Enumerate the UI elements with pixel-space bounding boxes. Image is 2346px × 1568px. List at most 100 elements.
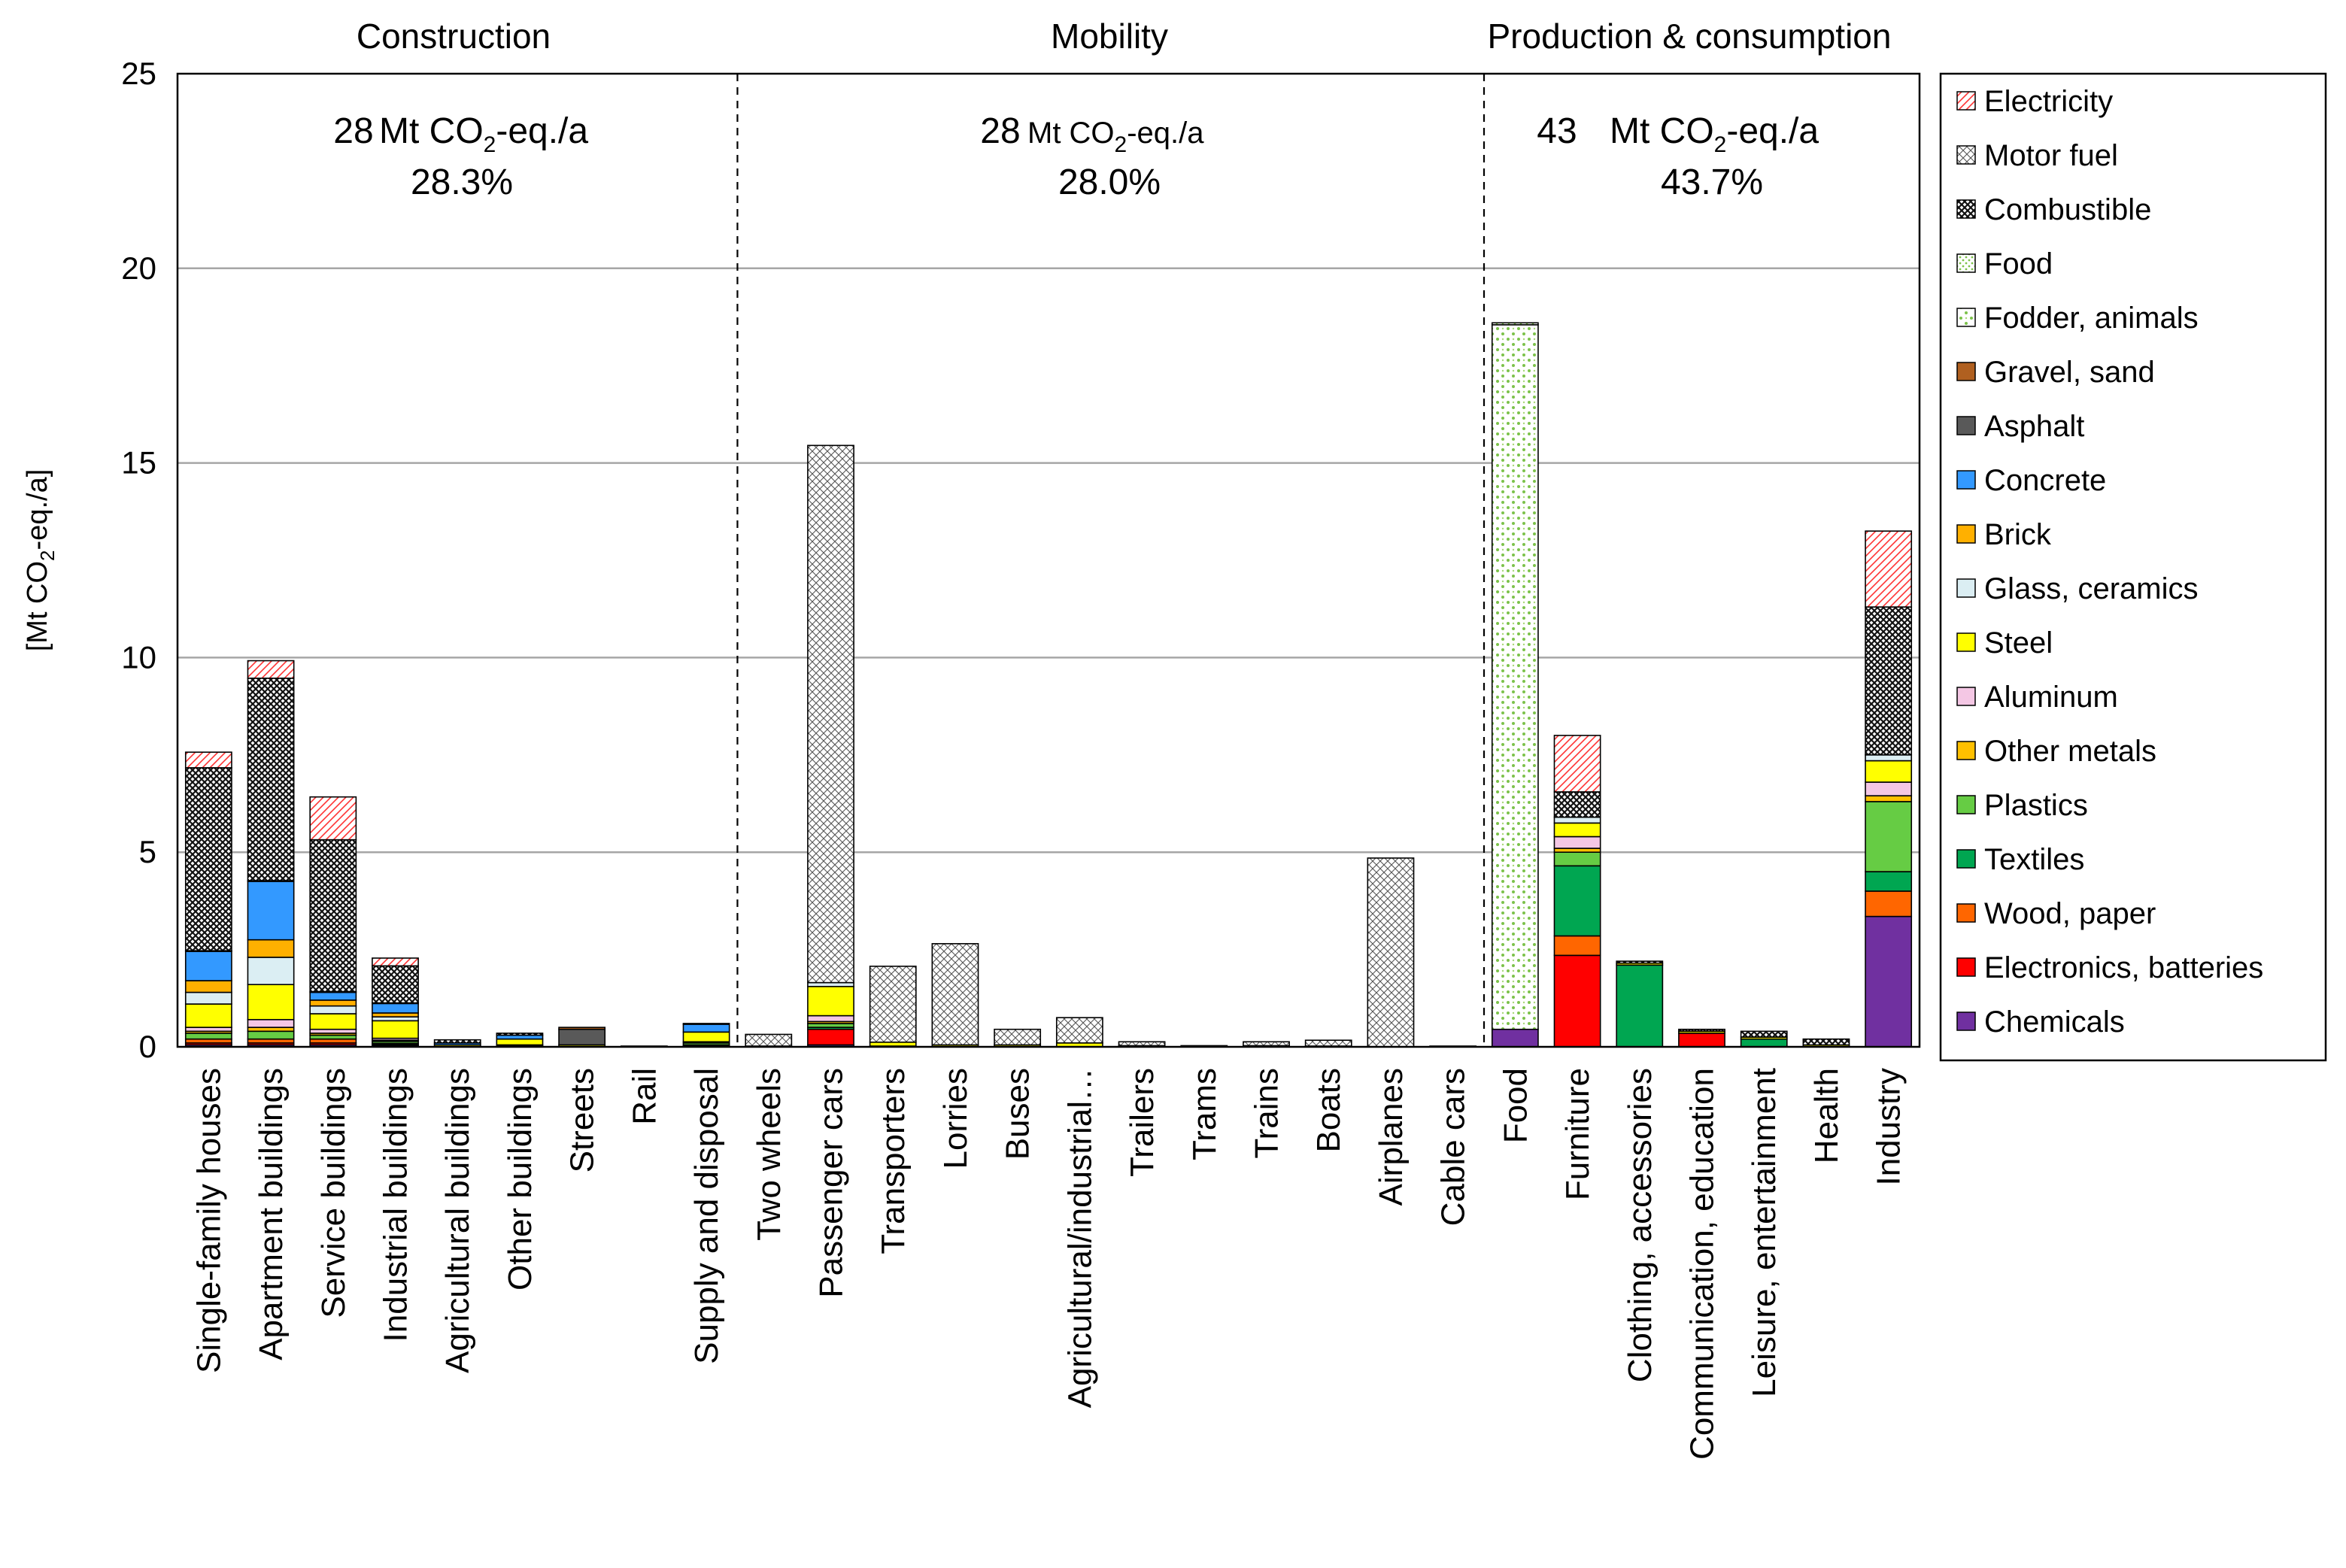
bar-segment: [1865, 795, 1913, 802]
bar-segment: [1553, 822, 1601, 838]
bar-segment: [682, 1024, 730, 1033]
x-tick-label: Boats: [1310, 1068, 1347, 1153]
legend-label: Chemicals: [1984, 1005, 2125, 1039]
legend-label: Concrete: [1984, 464, 2106, 497]
x-tick-label: Communication, education: [1684, 1068, 1721, 1460]
legend-label: Steel: [1984, 626, 2053, 660]
x-tick-label: Passenger cars: [813, 1068, 850, 1298]
bar-segment: [309, 1013, 357, 1030]
y-tick-label: 25: [121, 56, 156, 91]
group-total-unit-part: -eq./a: [1726, 111, 1819, 151]
bar-segment: [247, 984, 295, 1021]
bar-segment: [1491, 322, 1539, 326]
bar-segment: [558, 1028, 606, 1046]
x-tick-label: Transporters: [875, 1068, 912, 1254]
bar-segment: [1865, 801, 1913, 872]
group-total-unit-sub: 2: [484, 132, 496, 157]
legend-swatch: [1956, 687, 1976, 706]
bars: [184, 322, 1913, 1048]
group-total-value: 28: [980, 111, 1020, 151]
x-tick-label: Rail: [626, 1068, 663, 1125]
bar-segment: [1553, 735, 1601, 793]
legend: Electricity Motor fuel Combustible Food Fodd…: [1939, 72, 2327, 1062]
bar-segment: [309, 991, 357, 1001]
bar-segment: [1678, 1028, 1725, 1033]
x-tick-label: Supply and disposal: [688, 1068, 725, 1364]
x-tick-label: Leisure, entertainment: [1746, 1068, 1783, 1397]
legend-label: Food: [1984, 247, 2053, 281]
legend-box: [1939, 72, 2327, 1062]
bar-segment: [372, 957, 419, 967]
bar-segment: [1865, 871, 1913, 892]
bar-segment: [1553, 954, 1601, 1048]
bar-segment: [869, 966, 917, 1043]
x-tick-label: Trains: [1249, 1068, 1285, 1159]
bar-segment: [1865, 760, 1913, 783]
bar-segment: [1740, 1038, 1788, 1048]
x-tick-label: Trailers: [1124, 1068, 1161, 1177]
bar-segment: [1616, 964, 1664, 1048]
bar-segment: [247, 1018, 295, 1028]
x-tick-label: Furniture: [1559, 1068, 1596, 1200]
x-tick-label: Single-family houses: [190, 1068, 227, 1373]
bar-segment: [184, 951, 232, 981]
bar-segment: [184, 991, 232, 1005]
legend-swatch: [1956, 849, 1976, 869]
bar-segment: [1553, 865, 1601, 937]
legend-label: Other metals: [1984, 735, 2156, 768]
group-total-unit-part: Mt CO: [379, 111, 484, 151]
bar-segment: [247, 939, 295, 958]
bar-segment: [1553, 935, 1601, 957]
x-tick-label: Service buildings: [315, 1068, 352, 1318]
bar-segment: [1616, 960, 1664, 964]
y-axis-label-part: -eq./a]: [22, 469, 53, 550]
bar-segment: [1491, 1028, 1539, 1048]
legend-label: Electronics, batteries: [1984, 951, 2263, 984]
x-tick-label: Two wheels: [751, 1068, 788, 1241]
bar-segment: [372, 1020, 419, 1039]
x-tick-label: Industry: [1871, 1068, 1907, 1186]
bar-segment: [184, 751, 232, 769]
bar-segment: [247, 678, 295, 881]
group-total-unit-part: -eq./a: [1127, 117, 1204, 150]
bar-segment: [682, 1031, 730, 1043]
bar-segment: [1865, 890, 1913, 917]
bar-segment: [1553, 851, 1601, 867]
y-tick-label: 0: [139, 1029, 156, 1064]
x-tick-label: Buses: [1000, 1068, 1036, 1160]
bar-segment: [1802, 1038, 1850, 1046]
x-tick-label: Agricultural/industrial…: [1061, 1068, 1098, 1408]
bar-segment: [1367, 857, 1415, 1048]
group-total-value: 28: [333, 111, 373, 151]
y-axis: 0 5 10 15 20 25: [121, 56, 156, 1064]
bar-segment: [1118, 1041, 1166, 1047]
bar-segment: [1865, 915, 1913, 1048]
x-tick-label: Airplanes: [1373, 1068, 1410, 1206]
bar-segment: [1865, 606, 1913, 756]
bar-segment: [372, 1002, 419, 1014]
bar-segment: [745, 1033, 793, 1047]
y-axis-label-part: [Mt CO: [22, 561, 53, 651]
y-axis-label-sub: 2: [36, 550, 59, 560]
group-total-unit-sub: 2: [1115, 132, 1127, 157]
legend-swatch: [1956, 199, 1976, 219]
bar-segment: [1491, 324, 1539, 1030]
group-total-value: 43: [1537, 111, 1577, 151]
bar-segment: [309, 796, 357, 841]
y-tick-label: 15: [121, 445, 156, 481]
bar-segment: [931, 943, 979, 1046]
group-title: Construction: [357, 17, 551, 56]
x-tick-label: Trams: [1186, 1068, 1223, 1160]
legend-swatch: [1956, 632, 1976, 652]
group-total-unit: Mt CO2-eq./a: [1027, 117, 1204, 157]
legend-swatch: [1956, 362, 1976, 381]
legend-swatch: [1956, 253, 1976, 273]
legend-label: Wood, paper: [1984, 897, 2156, 930]
bar-segment: [994, 1028, 1042, 1046]
x-tick-label: Industrial buildings: [378, 1068, 414, 1342]
group-percent: 28.3%: [411, 162, 513, 202]
bar-segment: [433, 1039, 481, 1044]
y-axis-label: [Mt CO2-eq./a]: [22, 469, 59, 652]
bar-segment: [1243, 1041, 1290, 1047]
